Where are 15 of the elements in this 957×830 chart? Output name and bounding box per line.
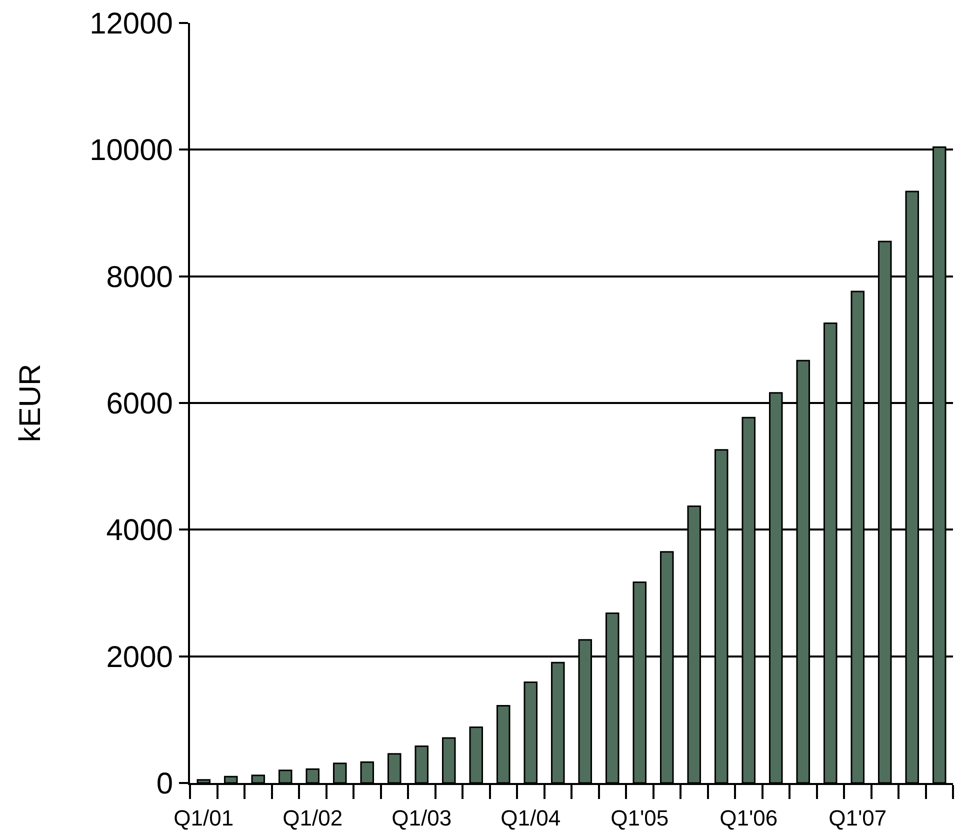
y-tick-label: 4000: [106, 514, 173, 548]
x-tick-label: Q1/02: [282, 805, 343, 830]
y-tick-label: 6000: [106, 388, 173, 420]
x-tick-label: Q1'07: [828, 805, 887, 830]
y-tick-label: 12000: [90, 8, 173, 40]
x-tick-label: Q1/03: [392, 805, 452, 830]
x-tick-label: Q1'05: [610, 805, 669, 830]
y-tick-label: 8000: [106, 260, 173, 294]
x-tick-label: Q1/01: [174, 805, 234, 830]
y-tick-label: 0: [156, 768, 173, 800]
x-tick-label: Q1/04: [500, 805, 561, 830]
x-tick-label: Q1'06: [720, 805, 778, 830]
y-tick-label: 10000: [90, 134, 173, 168]
y-tick-label: 2000: [106, 640, 173, 674]
y-axis-title: kEUR: [14, 364, 48, 442]
